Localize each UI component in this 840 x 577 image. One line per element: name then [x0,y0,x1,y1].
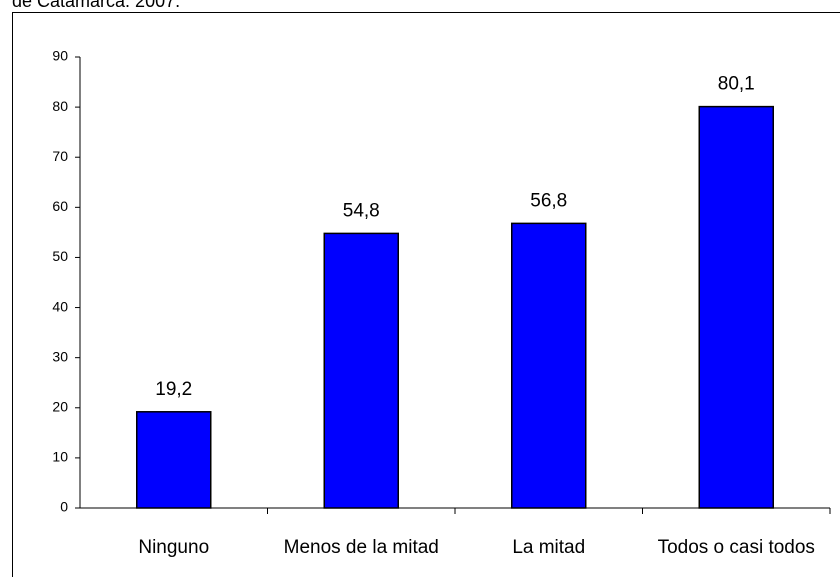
y-tick-label: 60 [52,198,68,214]
y-tick-label: 20 [52,398,68,414]
y-tick-label: 50 [52,248,68,264]
y-tick-label: 40 [52,298,68,314]
x-tick-label: Ninguno [138,537,209,558]
y-tick-label: 0 [60,499,68,515]
chart-title: de Catamarca. 2007. [12,0,180,11]
bar [511,222,587,509]
x-tick-label: La mitad [512,537,585,558]
data-label: 80,1 [718,74,755,95]
bar [698,105,774,509]
data-label: 19,2 [155,379,192,400]
x-tick-label: Menos de la mitad [284,537,439,558]
y-tick-label: 90 [52,48,68,64]
bar [136,411,212,509]
y-tick-label: 30 [52,348,68,364]
y-tick-label: 80 [52,98,68,114]
data-label: 54,8 [343,200,380,221]
data-label: 56,8 [530,190,567,211]
y-tick-label: 10 [52,449,68,465]
bar [323,232,399,509]
y-tick-label: 70 [52,148,68,164]
x-tick-label: Todos o casi todos [658,537,815,558]
